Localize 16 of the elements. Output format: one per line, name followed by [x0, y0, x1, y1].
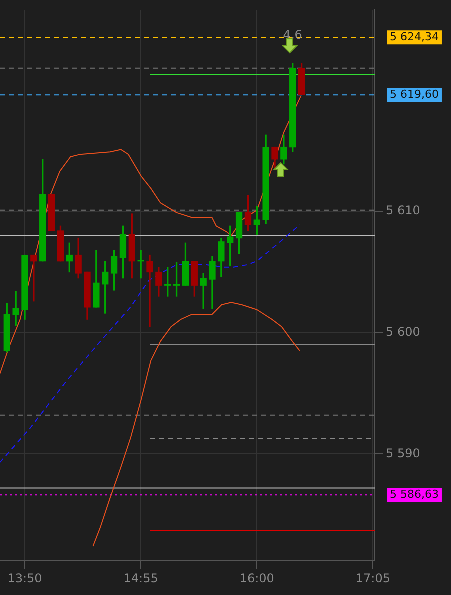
y-tick-label: 5 610: [386, 204, 420, 218]
candlestick: [30, 254, 38, 302]
ref-line-label: 5 619,60: [390, 88, 439, 101]
y-tick-label: 5 590: [386, 446, 420, 460]
candlestick: [138, 250, 144, 279]
candlestick: [12, 291, 20, 326]
line-series: [0, 224, 300, 464]
x-tick-label: 17:05: [356, 571, 391, 586]
ref-line-label: 5 624,34: [390, 30, 439, 44]
x-tick-label: 14:55: [124, 571, 158, 586]
x-tick-label: 13:50: [8, 571, 42, 586]
candlestick: [200, 273, 207, 309]
x-tick-label: 16:00: [240, 571, 274, 586]
y-tick-label: 5 600: [386, 325, 420, 340]
ref-line-label: 5 586,63: [390, 488, 439, 501]
candlestick: [146, 254, 154, 328]
